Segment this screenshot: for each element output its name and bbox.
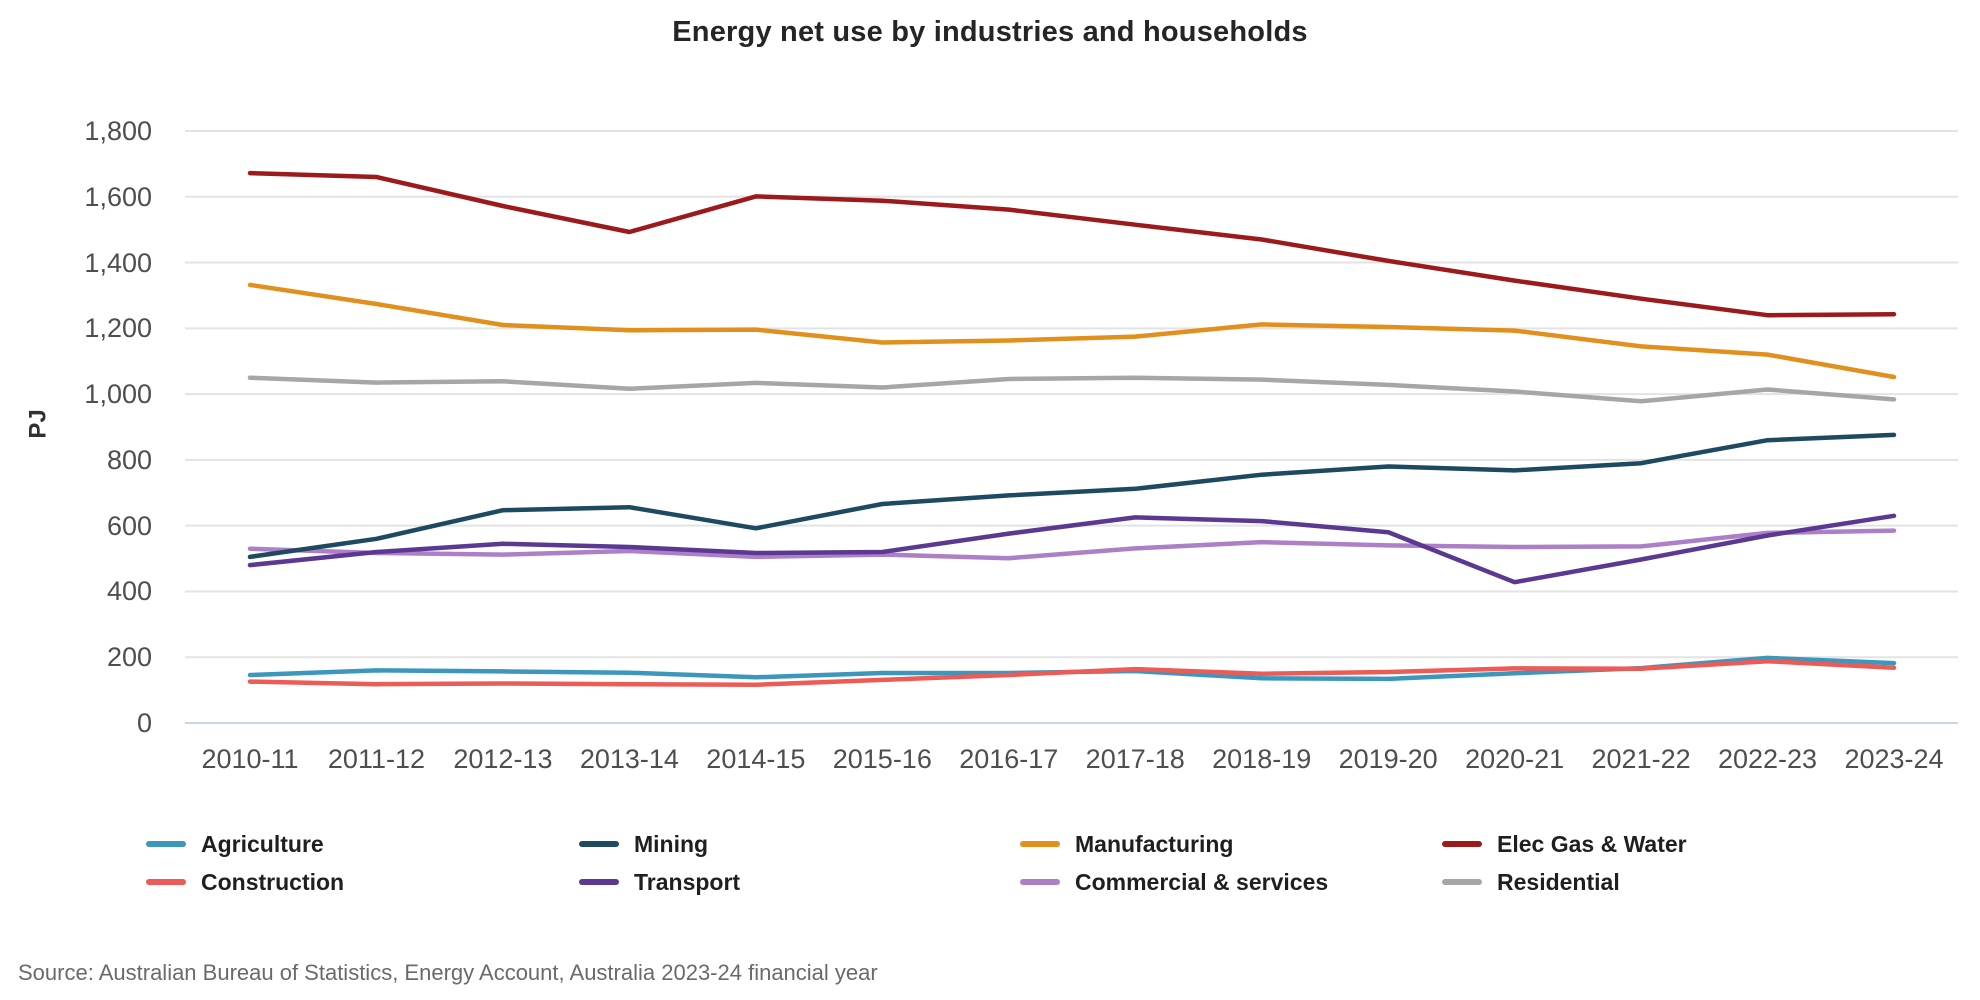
legend-label: Mining bbox=[634, 830, 709, 857]
x-tick-label-2022-23: 2022-23 bbox=[1717, 744, 1818, 774]
legend-item-manufacturing: Manufacturing bbox=[1020, 826, 1233, 862]
y-axis-title: PJ bbox=[24, 409, 52, 439]
x-tick-label-2010-11: 2010-11 bbox=[201, 744, 299, 774]
series-line-construction bbox=[247, 658, 1897, 688]
series-line-commercial-services bbox=[247, 528, 1897, 561]
legend-label: Transport bbox=[634, 868, 741, 895]
y-tick-label-600: 600 bbox=[106, 510, 152, 541]
x-tick-label-2014-15: 2014-15 bbox=[706, 744, 806, 774]
legend-swatch-icon bbox=[1020, 879, 1060, 885]
legend-item-agriculture: Agriculture bbox=[146, 826, 324, 862]
legend-item-transport: Transport bbox=[579, 864, 740, 900]
legend-swatch-icon bbox=[146, 879, 186, 885]
series-line-mining bbox=[247, 432, 1897, 560]
series-layer bbox=[247, 170, 1897, 688]
legend-item-mining: Mining bbox=[579, 826, 708, 862]
legend-swatch-icon bbox=[579, 879, 619, 885]
legend-swatch-icon bbox=[1442, 879, 1482, 885]
chart-title: Energy net use by industries and househo… bbox=[672, 16, 1308, 48]
y-tick-label-0: 0 bbox=[136, 708, 152, 738]
x-tick-label-2019-20: 2019-20 bbox=[1338, 744, 1438, 774]
series-line-elec-gas-water bbox=[247, 170, 1897, 318]
y-tick-label-800: 800 bbox=[106, 444, 152, 475]
x-tick-label-2011-12: 2011-12 bbox=[327, 744, 425, 774]
legend-item-construction: Construction bbox=[146, 864, 344, 900]
y-tick-label-1600: 1,600 bbox=[84, 181, 152, 212]
legend-label: Manufacturing bbox=[1075, 830, 1234, 857]
y-tick-label-1000: 1,000 bbox=[84, 379, 152, 410]
y-tick-label-1200: 1,200 bbox=[84, 313, 152, 344]
legend-label: Elec Gas & Water bbox=[1497, 830, 1687, 857]
series-line-transport bbox=[247, 513, 1897, 585]
x-tick-label-2017-18: 2017-18 bbox=[1085, 744, 1185, 774]
y-tick-label-1800: 1,800 bbox=[84, 116, 152, 146]
legend-swatch-icon bbox=[1442, 841, 1482, 847]
legend-swatch-icon bbox=[1020, 841, 1060, 847]
legend-swatch-icon bbox=[146, 841, 186, 847]
legend-label: Commercial & services bbox=[1075, 868, 1329, 895]
source-note: Source: Australian Bureau of Statistics,… bbox=[18, 960, 878, 985]
y-tick-label-1400: 1,400 bbox=[84, 247, 152, 278]
y-tick-label-200: 200 bbox=[106, 642, 152, 673]
x-tick-label-2020-21: 2020-21 bbox=[1465, 744, 1565, 774]
legend-item-residential: Residential bbox=[1442, 864, 1620, 900]
legend-item-commercial-services: Commercial & services bbox=[1020, 864, 1328, 900]
x-tick-label-2016-17: 2016-17 bbox=[959, 744, 1059, 774]
x-tick-label-2021-22: 2021-22 bbox=[1591, 744, 1691, 774]
legend-label: Agriculture bbox=[201, 830, 324, 857]
x-tick-label-2023-24: 2023-24 bbox=[1844, 744, 1944, 774]
series-line-manufacturing bbox=[247, 282, 1897, 380]
gridlines-layer bbox=[185, 130, 1958, 724]
legend-swatch-icon bbox=[579, 841, 619, 847]
legend-label: Residential bbox=[1497, 868, 1620, 895]
x-tick-label-2015-16: 2015-16 bbox=[832, 744, 932, 774]
series-line-residential bbox=[247, 375, 1897, 404]
x-tick-label-2018-19: 2018-19 bbox=[1212, 744, 1312, 774]
y-tick-label-400: 400 bbox=[106, 576, 152, 607]
legend-label: Construction bbox=[201, 868, 345, 895]
x-tick-label-2012-13: 2012-13 bbox=[453, 744, 553, 774]
legend-item-elec-gas-water: Elec Gas & Water bbox=[1442, 826, 1687, 862]
x-tick-label-2013-14: 2013-14 bbox=[579, 744, 679, 774]
